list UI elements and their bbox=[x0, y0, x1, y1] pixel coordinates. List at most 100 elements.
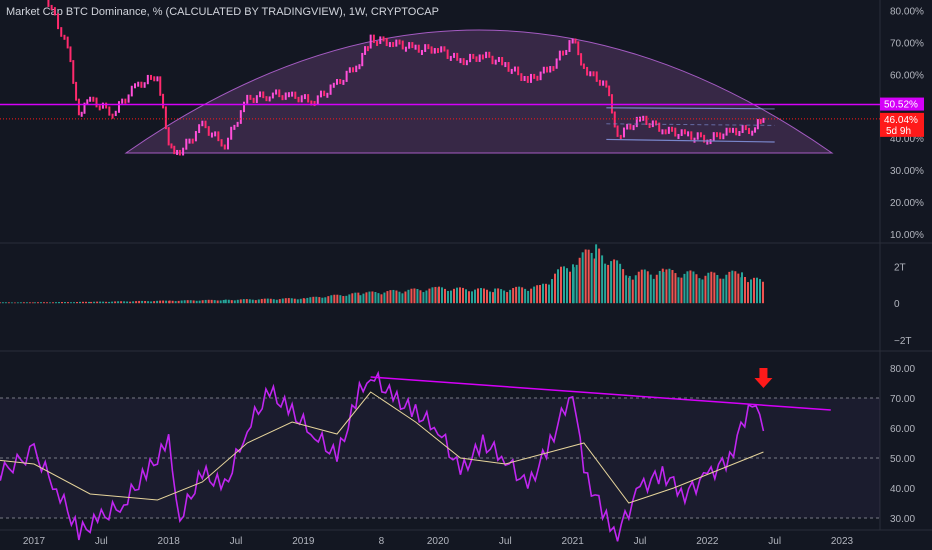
price-candle bbox=[117, 101, 120, 113]
volume-bar bbox=[43, 302, 45, 304]
volume-bar bbox=[539, 285, 541, 304]
price-candle bbox=[326, 92, 329, 98]
volume-bar bbox=[713, 272, 716, 304]
volume-bar bbox=[180, 300, 183, 304]
volume-bar bbox=[108, 301, 111, 304]
volume-bar bbox=[578, 257, 581, 304]
price-candle bbox=[170, 143, 173, 149]
price-candle bbox=[536, 75, 539, 81]
price-candle bbox=[220, 139, 223, 147]
price-candle bbox=[140, 81, 143, 88]
price-candle bbox=[178, 149, 181, 156]
current-price-label: 46.04% bbox=[884, 115, 918, 126]
price-candle bbox=[420, 49, 423, 55]
volume-bar bbox=[49, 302, 51, 304]
price-candle bbox=[153, 76, 156, 82]
volume-bar bbox=[613, 259, 616, 304]
volume-bar bbox=[96, 301, 99, 304]
volume-bar bbox=[518, 286, 521, 304]
volume-bar bbox=[474, 289, 476, 304]
resistance-badge bbox=[880, 97, 924, 111]
price-candle bbox=[661, 129, 664, 135]
volume-bar bbox=[581, 252, 584, 304]
rsi-axis-tick: 80.00 bbox=[890, 364, 915, 375]
volume-bars bbox=[0, 244, 764, 304]
x-axis-tick: Jul bbox=[95, 536, 108, 547]
price-candle bbox=[226, 137, 229, 150]
countdown-label: 5d 9h bbox=[886, 126, 911, 137]
volume-bar bbox=[61, 302, 63, 304]
price-series bbox=[47, 0, 765, 156]
rsi-ma-line bbox=[0, 391, 764, 504]
price-candle bbox=[731, 127, 734, 133]
volume-bar bbox=[79, 301, 81, 304]
volume-bar bbox=[58, 302, 60, 304]
price-candle bbox=[667, 126, 670, 134]
volume-bar bbox=[575, 264, 578, 304]
volume-bar bbox=[401, 293, 404, 304]
volume-bar bbox=[138, 300, 141, 304]
price-candle bbox=[210, 132, 213, 138]
volume-bar bbox=[260, 298, 263, 304]
price-axis-tick: 30.00% bbox=[890, 166, 924, 177]
volume-bar bbox=[207, 299, 210, 304]
x-axis-tick: 2023 bbox=[831, 536, 854, 547]
volume-bar bbox=[37, 302, 39, 304]
volume-bar bbox=[486, 289, 488, 304]
price-candle bbox=[66, 36, 69, 49]
volume-bar bbox=[293, 298, 296, 304]
price-candle bbox=[706, 139, 709, 145]
x-axis-tick: Jul bbox=[634, 536, 647, 547]
price-candle bbox=[712, 132, 715, 142]
price-candle bbox=[469, 53, 472, 63]
volume-bar bbox=[281, 298, 284, 304]
volume-bar bbox=[465, 289, 467, 304]
price-candle bbox=[53, 7, 56, 16]
price-candle bbox=[259, 91, 262, 98]
price-candle bbox=[744, 125, 747, 131]
volume-bar bbox=[668, 268, 671, 304]
price-axis-tick: 20.00% bbox=[890, 198, 924, 209]
price-candle bbox=[568, 40, 571, 52]
price-candle bbox=[150, 74, 153, 80]
volume-bar bbox=[444, 288, 446, 304]
volume-bar bbox=[374, 292, 377, 304]
price-candle bbox=[83, 102, 86, 114]
price-candle bbox=[424, 44, 427, 52]
price-candle bbox=[75, 81, 78, 101]
volume-bar bbox=[368, 291, 371, 304]
volume-bar bbox=[598, 248, 601, 304]
volume-axis-tick: 2T bbox=[894, 262, 906, 273]
price-candle bbox=[759, 119, 762, 125]
price-badges: 50.52% 46.04%5d 9h bbox=[880, 97, 924, 137]
volume-bar bbox=[646, 271, 649, 304]
price-candle bbox=[379, 36, 382, 44]
price-candle bbox=[361, 52, 364, 67]
volume-bar bbox=[395, 290, 398, 304]
volume-bar bbox=[407, 289, 410, 304]
price-candle bbox=[602, 80, 605, 86]
volume-bar bbox=[309, 297, 312, 304]
volume-bar bbox=[692, 271, 695, 304]
channel-top bbox=[606, 107, 775, 110]
price-candle bbox=[574, 38, 577, 44]
volume-bar bbox=[722, 278, 725, 304]
volume-bar bbox=[7, 302, 10, 304]
volume-bar bbox=[34, 302, 36, 304]
price-candle bbox=[265, 96, 268, 102]
price-candle bbox=[281, 95, 284, 101]
price-candle bbox=[392, 42, 395, 48]
price-candle bbox=[598, 79, 601, 86]
volume-bar bbox=[683, 273, 686, 304]
price-candle bbox=[552, 66, 555, 72]
price-candle bbox=[385, 37, 388, 47]
volume-bar bbox=[144, 300, 147, 304]
price-candle bbox=[580, 53, 583, 66]
price-candle bbox=[504, 62, 507, 68]
volume-bar bbox=[324, 297, 327, 304]
price-candle bbox=[287, 92, 290, 98]
price-candle bbox=[92, 96, 95, 102]
price-candle bbox=[674, 127, 677, 137]
volume-bar bbox=[665, 269, 668, 304]
